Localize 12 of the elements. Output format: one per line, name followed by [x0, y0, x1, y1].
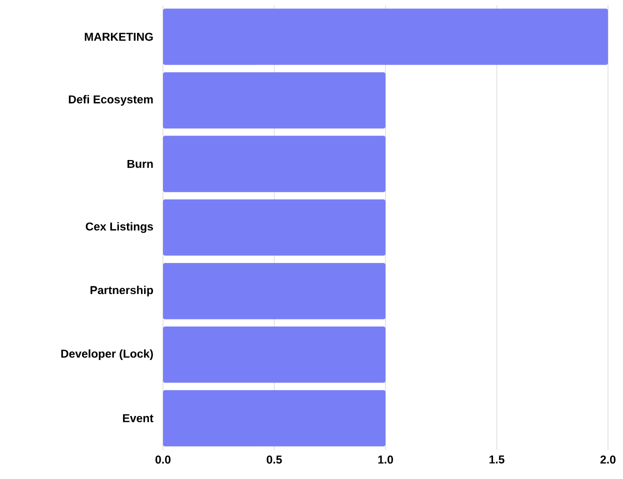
x-tick-label: 2.0 [600, 456, 616, 464]
y-tick-label: Burn [128, 160, 153, 168]
x-tick-label: 0.5 [266, 456, 282, 464]
y-tick-label: Event [123, 414, 154, 422]
x-tick-label: 1.5 [490, 456, 504, 464]
y-tick-label: Cex Listings [86, 222, 154, 233]
y-tick-label: Partnership [90, 286, 154, 296]
x-tick-label: 1.0 [378, 456, 393, 464]
y-tick-label: MARKETING [84, 32, 153, 41]
y-tick-label: Defi Ecosystem [68, 95, 153, 106]
y-tick-label: Developer (Lock) [61, 349, 153, 360]
x-tick-label: 0.0 [155, 456, 170, 464]
